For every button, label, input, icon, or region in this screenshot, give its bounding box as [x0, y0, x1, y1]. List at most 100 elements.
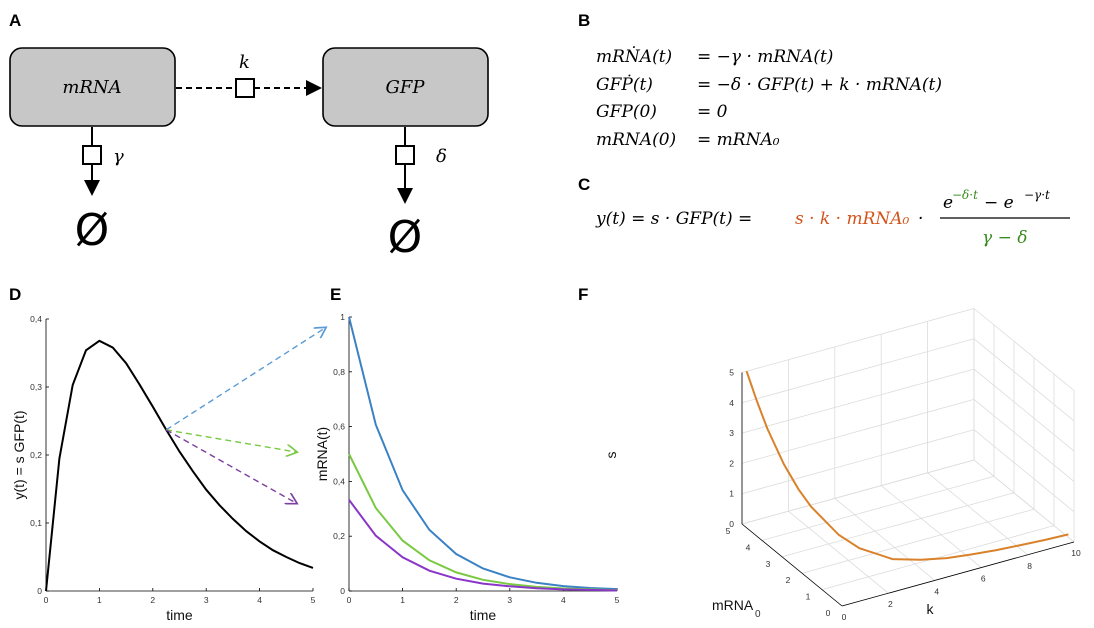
panel-label-a: A [9, 11, 21, 30]
mrna-axis-label: mRNA [712, 597, 754, 613]
y-tick-label: 0,8 [333, 367, 345, 377]
k-rate-box [235, 78, 255, 98]
s-tick-label: 2 [729, 458, 734, 468]
k-axis-label: k [927, 601, 935, 617]
k-label: k [239, 52, 250, 73]
grid-floor-line [834, 498, 936, 581]
x-axis-label: time [166, 607, 193, 623]
grid-floor-line [821, 525, 1055, 590]
y-tick-label: 0,2 [333, 531, 345, 541]
grid-floor-line [781, 492, 1015, 558]
mrna-tick-label: 2 [786, 575, 791, 585]
grid-floor-line [973, 459, 1075, 543]
mrna-box [9, 47, 176, 127]
x-tick-label: 3 [507, 595, 512, 605]
identifiability-curve-0 [745, 370, 1069, 561]
mrna-tick-label: 0 [826, 608, 831, 618]
eqc-num-minus: − e [984, 193, 1014, 213]
x-tick-label: 5 [615, 595, 620, 605]
gfp-empty-set: Ø [388, 212, 423, 263]
eq1-rhs: = −γ · mRNA(t) [697, 47, 833, 67]
k-axis-line [841, 541, 1075, 607]
s-tick-label: 5 [729, 368, 734, 378]
panel-label-e: E [330, 285, 341, 304]
panel-label-f: F [578, 285, 588, 304]
k-tick-label: 6 [981, 574, 986, 584]
grid-wall-line [973, 399, 1075, 482]
eqc-num-sup2: −γ·t [1024, 188, 1050, 202]
grid-wall-line [741, 429, 975, 495]
y-tick-label: 0 [37, 586, 42, 596]
projection-arrow-0 [165, 328, 325, 431]
observation-equation: y(t) = s · GFP(t) = s · k · mRNA₀ · e −δ… [595, 188, 1070, 248]
chart-e: 0 1 2 3 4 5 0 0,2 0,4 0,6 0,8 1 time mRNA(t) [314, 312, 620, 623]
delta-rate-box [395, 145, 415, 165]
mrna-empty-set: Ø [75, 205, 110, 256]
mrna-tick-label: 4 [746, 542, 751, 552]
eqc-num-e1: e [943, 193, 953, 213]
mrna-tick-label: 5 [726, 526, 731, 536]
s-axis-label: s [603, 452, 619, 459]
grid-wall-line [741, 368, 975, 434]
gamma-rate-box [82, 145, 102, 165]
grid-floor-line [880, 485, 982, 568]
y-tick-label: 0,2 [30, 450, 42, 460]
eq4-lhs: mRNA(0) [596, 130, 676, 150]
panel-label-d: D [9, 285, 21, 304]
x-tick-label: 1 [400, 595, 405, 605]
s-tick-label: 1 [729, 489, 734, 499]
x-tick-label: 0 [347, 595, 352, 605]
k-tick-label: 2 [888, 599, 893, 609]
panel-label-b: B [578, 11, 590, 30]
x-tick-label: 4 [561, 595, 566, 605]
y-tick-label: 0,4 [30, 314, 42, 324]
x-tick-label: 3 [204, 595, 209, 605]
y-tick-label: 1 [340, 312, 345, 322]
eq3-lhs: GFP(0) [596, 102, 657, 122]
mrna-box-label: mRNA [62, 77, 121, 98]
eq3-rhs: = 0 [697, 102, 728, 122]
grid-wall-line [741, 338, 975, 404]
x-tick-label: 4 [257, 595, 262, 605]
series-line-0 [45, 339, 314, 592]
chart-d: 0 1 2 3 4 5 0 0,1 0,2 0,3 0,4 time y(t) = s GFP(t) [11, 314, 325, 623]
grid-floor-line [788, 510, 889, 594]
mrna-tick-label: 1 [806, 592, 811, 602]
grid-floor-line [741, 459, 975, 525]
s-tick-label: 4 [729, 398, 734, 408]
x-tick-label: 5 [311, 595, 316, 605]
x-axis-label: time [470, 607, 497, 623]
y-tick-label: 0 [340, 586, 345, 596]
grid-wall-line [973, 308, 1075, 391]
mrna-axis-line [741, 523, 843, 607]
y-tick-label: 0,3 [30, 382, 42, 392]
projection-arrow-2 [165, 429, 296, 503]
grid-wall-line [973, 368, 1075, 452]
eq4-rhs: = mRNA₀ [697, 130, 780, 150]
eqc-scale: s · k · mRNA₀ [795, 209, 910, 229]
panel-label-c: C [578, 175, 590, 194]
y-axis-label: y(t) = s GFP(t) [11, 410, 27, 499]
x-tick-label: 2 [454, 595, 459, 605]
k-tick-label: 8 [1027, 561, 1032, 571]
grid-floor-line [927, 472, 1028, 556]
k-tick-label: 10 [1071, 548, 1081, 558]
eq2-lhs: GFṖ(t) [596, 74, 653, 95]
gfp-box [322, 47, 489, 127]
eqc-dot: · [918, 209, 923, 229]
k-tick-label: 4 [934, 586, 939, 596]
delta-label: δ [436, 146, 447, 167]
eqc-lhs: y(t) = s · GFP(t) = [595, 209, 752, 229]
s-tick-label: 3 [729, 428, 734, 438]
mrna-axis-subscript: 0 [755, 609, 761, 620]
gamma-label: γ [113, 146, 124, 167]
grid-wall-line [741, 308, 975, 373]
eqc-num-sup1: −δ·t [952, 188, 978, 202]
reaction-diagram: mRNA GFP k γ Ø δ Ø [9, 47, 489, 263]
y-tick-label: 0,6 [333, 422, 345, 432]
series-line-1 [348, 453, 618, 592]
series-line-0 [348, 316, 618, 591]
y-tick-label: 0,1 [30, 518, 42, 528]
